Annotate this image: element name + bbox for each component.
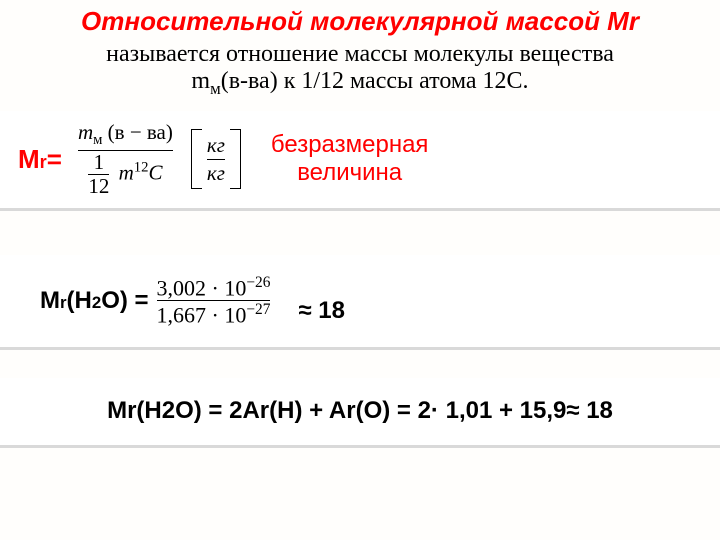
h2o-approx-result: ≈ 18 bbox=[298, 297, 345, 325]
fraction-numerator: mм (в − ва) bbox=[78, 121, 173, 149]
mr-h2o-label: Mr (H2O) = bbox=[40, 287, 149, 315]
formula-ar-sum-band: Mr(H2O) = 2Ar(H) + Ar(O) = 2· 1,01 + 15,… bbox=[0, 378, 720, 448]
h2o-denominator: 1,667 · 10−27 bbox=[157, 302, 271, 326]
definition-line2: mм(в-ва) к 1/12 массы атома 12С. bbox=[0, 68, 720, 99]
definition-line1: называется отношение массы молекулы веще… bbox=[0, 41, 720, 68]
mr-equals-label: Mr = bbox=[18, 144, 62, 175]
units-bracket: кг кг bbox=[191, 129, 241, 189]
h2o-fraction: 3,002 · 10−26 1,667 · 10−27 bbox=[157, 275, 271, 327]
page-title: Относительной молекулярной массой Mr bbox=[0, 0, 720, 37]
formula-definition-band: Mr = mм (в − ва) 1 12 m12C кг кг безразм… bbox=[0, 111, 720, 211]
mr-definition-fraction: mм (в − ва) 1 12 m12C bbox=[78, 121, 173, 197]
formula-h2o-numeric-band: Mr (H2O) = 3,002 · 10−26 1,667 · 10−27 ≈… bbox=[0, 255, 720, 350]
fraction-denominator: 1 12 m12C bbox=[88, 152, 162, 197]
ar-sum-text: Mr(H2O) = 2Ar(H) + Ar(O) = 2· 1,01 + 15,… bbox=[107, 397, 613, 425]
h2o-numerator: 3,002 · 10−26 bbox=[157, 275, 271, 299]
dimensionless-label: безразмерная величина bbox=[271, 131, 429, 187]
definition-text: называется отношение массы молекулы веще… bbox=[0, 41, 720, 99]
